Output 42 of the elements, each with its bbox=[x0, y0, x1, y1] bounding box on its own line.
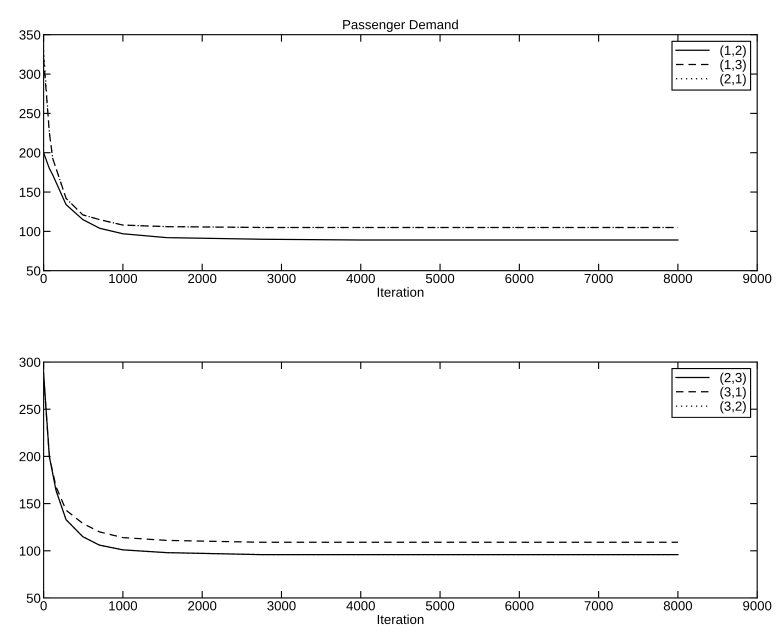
y-tick-label: 250 bbox=[20, 108, 40, 118]
legend-label: (3,2) bbox=[720, 401, 746, 414]
y-tick-label: 350 bbox=[19, 30, 40, 40]
y-tick-label: 50 bbox=[26, 266, 40, 276]
x-tick-label: 7000 bbox=[584, 274, 613, 284]
y-tick-label: 300 bbox=[19, 358, 40, 367]
y-tick-label: 100 bbox=[20, 226, 40, 236]
legend-label: (3,1) bbox=[720, 386, 746, 400]
x-tick-label: 7000 bbox=[584, 601, 613, 610]
y-tick-label: 150 bbox=[20, 188, 40, 197]
x-tick-label: 5000 bbox=[426, 274, 454, 284]
legend-label: (1,2) bbox=[720, 45, 746, 58]
y-tick-label: 100 bbox=[20, 546, 40, 556]
x-tick-label: 0 bbox=[40, 274, 47, 284]
x-tick-label: 9000 bbox=[743, 274, 772, 284]
y-tick-label: 50 bbox=[26, 594, 40, 603]
x-tick-label: 2000 bbox=[188, 601, 216, 610]
x-tick-label: 8000 bbox=[664, 601, 692, 610]
x-tick-label: 1000 bbox=[109, 601, 138, 610]
legend-label: (1,3) bbox=[720, 60, 746, 72]
y-tick-label: 250 bbox=[20, 404, 40, 414]
x-tick-label: 6000 bbox=[505, 601, 534, 610]
x-tick-label: 1000 bbox=[109, 274, 138, 284]
x-axis-title: Iteration bbox=[378, 614, 424, 624]
y-tick-label: 150 bbox=[20, 499, 40, 509]
x-tick-label: 6000 bbox=[505, 274, 534, 284]
x-tick-label: 8000 bbox=[664, 274, 692, 284]
x-axis-title: Iteration bbox=[378, 287, 424, 297]
x-tick-label: 3000 bbox=[267, 601, 296, 610]
x-tick-label: 4000 bbox=[346, 601, 375, 610]
legend-label: (2,1) bbox=[720, 74, 746, 86]
x-tick-label: 2000 bbox=[188, 274, 216, 284]
y-tick-label: 300 bbox=[19, 70, 40, 79]
x-tick-label: 0 bbox=[40, 601, 47, 610]
y-tick-label: 200 bbox=[20, 148, 40, 158]
legend-label: (2,3) bbox=[720, 372, 746, 385]
x-tick-label: 4000 bbox=[346, 274, 375, 284]
chart-title: Passenger Demand bbox=[343, 20, 458, 32]
x-tick-label: 9000 bbox=[743, 601, 772, 610]
y-tick-label: 200 bbox=[20, 452, 40, 462]
x-tick-label: 5000 bbox=[426, 601, 454, 610]
x-tick-label: 3000 bbox=[267, 274, 296, 284]
